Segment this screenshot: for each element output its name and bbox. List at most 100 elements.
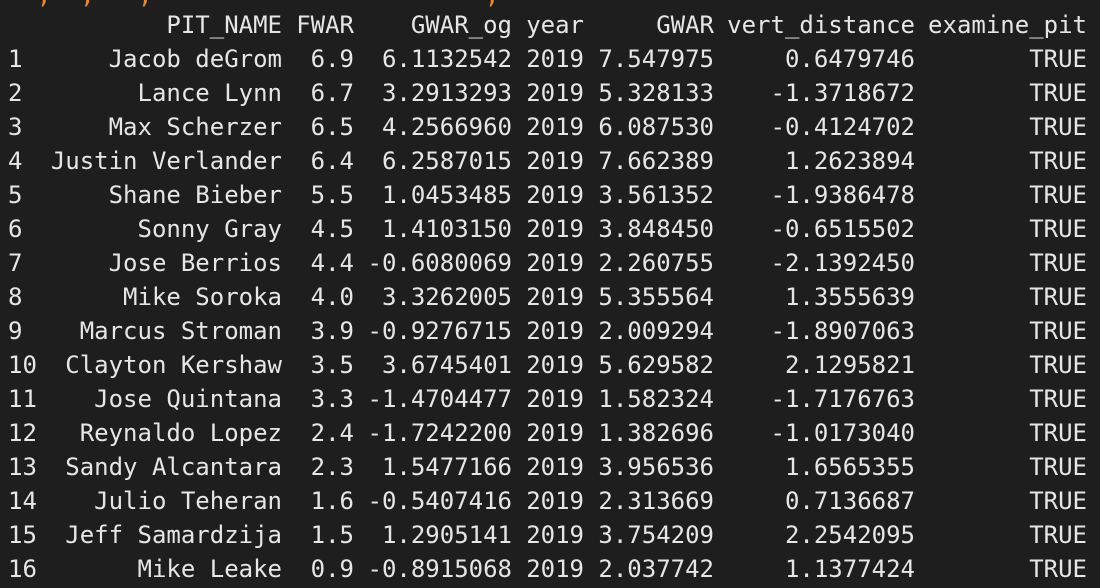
vert-distance-cell: 1.1377424 xyxy=(784,555,915,583)
fwar-cell: 6.5 xyxy=(310,113,354,141)
command-line-fragment: , , , , xyxy=(8,0,528,10)
fwar-cell: 2.4 xyxy=(310,419,354,447)
year-cell: 2019 xyxy=(526,487,584,515)
gwar-og-cell: 1.4103150 xyxy=(381,215,512,243)
fwar-cell: 4.0 xyxy=(310,283,354,311)
fwar-cell: 1.5 xyxy=(310,521,354,549)
vert-distance-cell: -1.7176763 xyxy=(770,385,916,413)
column-header-examine-pit: examine_pit xyxy=(928,11,1087,39)
gwar-og-cell: -0.9276715 xyxy=(367,317,513,345)
pitcher-name-cell: Shane Bieber xyxy=(108,181,282,209)
examine-pit-cell: TRUE xyxy=(1029,147,1087,175)
row-index: 8 xyxy=(8,283,23,311)
gwar-cell: 3.561352 xyxy=(598,181,714,209)
year-cell: 2019 xyxy=(526,283,584,311)
fwar-cell: 5.5 xyxy=(310,181,354,209)
gwar-og-cell: -1.4704477 xyxy=(367,385,513,413)
gwar-cell: 5.328133 xyxy=(598,79,714,107)
gwar-og-cell: 3.3262005 xyxy=(381,283,512,311)
gwar-cell: 7.662389 xyxy=(598,147,714,175)
pitcher-name-cell: Mike Soroka xyxy=(123,283,282,311)
row-index: 11 xyxy=(8,385,37,413)
vert-distance-cell: 0.6479746 xyxy=(784,45,915,73)
fwar-cell: 6.4 xyxy=(310,147,354,175)
gwar-og-cell: -0.8915068 xyxy=(367,555,513,583)
table-row: 6 Sonny Gray 4.5 1.4103150 2019 3.848450 -0.65… xyxy=(0,212,1100,246)
gwar-og-cell: 1.5477166 xyxy=(381,453,512,481)
gwar-cell: 2.313669 xyxy=(598,487,714,515)
vert-distance-cell: -0.4124702 xyxy=(770,113,916,141)
year-cell: 2019 xyxy=(526,181,584,209)
year-cell: 2019 xyxy=(526,317,584,345)
pitcher-name-cell: Julio Teheran xyxy=(94,487,282,515)
examine-pit-cell: TRUE xyxy=(1029,351,1087,379)
table-row: 9 Marcus Stroman 3.9 -0.9276715 2019 2.009294… xyxy=(0,314,1100,348)
examine-pit-cell: TRUE xyxy=(1029,521,1087,549)
year-cell: 2019 xyxy=(526,215,584,243)
gwar-og-cell: 1.0453485 xyxy=(381,181,512,209)
pitcher-name-cell: Sandy Alcantara xyxy=(65,453,282,481)
pitcher-name-cell: Jose Berrios xyxy=(108,249,282,277)
pitcher-name-cell: Jacob deGrom xyxy=(108,45,282,73)
pitcher-name-cell: Jose Quintana xyxy=(94,385,282,413)
pitcher-name-cell: Max Scherzer xyxy=(108,113,282,141)
table-row: 13 Sandy Alcantara 2.3 1.5477166 2019 3.95653… xyxy=(0,450,1100,484)
year-cell: 2019 xyxy=(526,385,584,413)
fwar-cell: 0.9 xyxy=(310,555,354,583)
examine-pit-cell: TRUE xyxy=(1029,45,1087,73)
gwar-cell: 1.382696 xyxy=(598,419,714,447)
table-row: 14 Julio Teheran 1.6 -0.5407416 2019 2.313669… xyxy=(0,484,1100,518)
pitcher-name-cell: Marcus Stroman xyxy=(79,317,282,345)
year-cell: 2019 xyxy=(526,79,584,107)
gwar-cell: 2.009294 xyxy=(598,317,714,345)
table-header: PIT_NAME FWAR GWAR_og year GWAR vert_dis… xyxy=(0,8,1100,42)
gwar-og-cell: 4.2566960 xyxy=(381,113,512,141)
row-index: 13 xyxy=(8,453,37,481)
year-cell: 2019 xyxy=(526,419,584,447)
examine-pit-cell: TRUE xyxy=(1029,453,1087,481)
year-cell: 2019 xyxy=(526,113,584,141)
table-row: 12 Reynaldo Lopez 2.4 -1.7242200 2019 1.38269… xyxy=(0,416,1100,450)
year-cell: 2019 xyxy=(526,555,584,583)
gwar-og-cell: -1.7242200 xyxy=(367,419,513,447)
row-index: 7 xyxy=(8,249,23,277)
pitcher-name-cell: Justin Verlander xyxy=(50,147,282,175)
fwar-cell: 1.6 xyxy=(310,487,354,515)
pitcher-name-cell: Clayton Kershaw xyxy=(65,351,282,379)
table-row: 1 Jacob deGrom 6.9 6.1132542 2019 7.547975 0.6… xyxy=(0,42,1100,76)
gwar-cell: 2.260755 xyxy=(598,249,714,277)
pitcher-name-cell: Jeff Samardzija xyxy=(65,521,282,549)
fwar-cell: 4.4 xyxy=(310,249,354,277)
column-header-year: year xyxy=(526,11,584,39)
gwar-cell: 6.087530 xyxy=(598,113,714,141)
examine-pit-cell: TRUE xyxy=(1029,79,1087,107)
row-index: 2 xyxy=(8,79,23,107)
gwar-cell: 2.037742 xyxy=(598,555,714,583)
row-index: 16 xyxy=(8,555,37,583)
gwar-og-cell: 6.1132542 xyxy=(381,45,512,73)
table-row: 8 Mike Soroka 4.0 3.3262005 2019 5.355564 1.35… xyxy=(0,280,1100,314)
row-index: 10 xyxy=(8,351,37,379)
fwar-cell: 6.7 xyxy=(310,79,354,107)
vert-distance-cell: -2.1392450 xyxy=(770,249,916,277)
year-cell: 2019 xyxy=(526,147,584,175)
gwar-cell: 5.355564 xyxy=(598,283,714,311)
row-index: 5 xyxy=(8,181,23,209)
pitcher-name-cell: Reynaldo Lopez xyxy=(79,419,282,447)
gwar-cell: 7.547975 xyxy=(598,45,714,73)
column-header-vert-distance: vert_distance xyxy=(727,11,915,39)
year-cell: 2019 xyxy=(526,453,584,481)
vert-distance-cell: 0.7136687 xyxy=(784,487,915,515)
gwar-cell: 5.629582 xyxy=(598,351,714,379)
fwar-cell: 4.5 xyxy=(310,215,354,243)
row-index: 6 xyxy=(8,215,23,243)
vert-distance-cell: -1.0173040 xyxy=(770,419,916,447)
gwar-cell: 3.848450 xyxy=(598,215,714,243)
pitcher-name-cell: Lance Lynn xyxy=(137,79,283,107)
column-header-fwar: FWAR xyxy=(296,11,354,39)
row-index: 15 xyxy=(8,521,37,549)
table-row: 7 Jose Berrios 4.4 -0.6080069 2019 2.260755 -2… xyxy=(0,246,1100,280)
row-index: 4 xyxy=(8,147,23,175)
row-index: 14 xyxy=(8,487,37,515)
